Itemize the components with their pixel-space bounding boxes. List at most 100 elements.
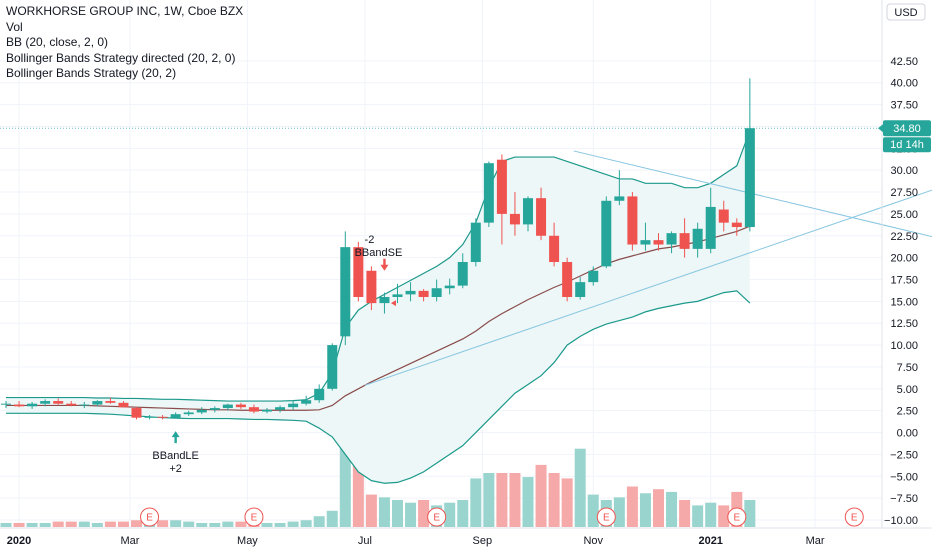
candle: [222, 403, 233, 411]
volume-bar: [339, 432, 351, 527]
candle: [1, 401, 11, 409]
signal-long-qty: +2: [169, 463, 182, 475]
volume-study-label[interactable]: Vol: [6, 19, 23, 34]
trendline: [573, 150, 932, 238]
bb-study-label[interactable]: BB (20, close, 2, 0): [6, 35, 109, 49]
price-tick-label: −2.50: [890, 449, 918, 461]
candle: [183, 410, 194, 416]
volume-bar: [157, 520, 169, 527]
volume-bar: [0, 522, 12, 527]
symbol-title[interactable]: WORKHORSE GROUP INC, 1W, Cboe BZX: [6, 4, 244, 18]
candle: [144, 415, 155, 420]
volume-bar: [196, 522, 208, 527]
currency-button[interactable]: USD: [886, 3, 926, 21]
volume-bar: [405, 502, 417, 527]
earnings-marker[interactable]: E: [427, 507, 447, 527]
candle: [418, 289, 429, 302]
candle: [392, 283, 403, 304]
earnings-marker[interactable]: E: [844, 507, 864, 527]
candle: [118, 401, 129, 408]
candle: [653, 233, 664, 251]
candle: [235, 402, 246, 409]
candle-body: [744, 128, 755, 228]
candle: [731, 218, 742, 236]
time-tick-label: Nov: [583, 535, 603, 547]
volume-bar: [222, 521, 234, 527]
price-tick-label: 30.00: [890, 165, 918, 177]
price-tick-label: 37.50: [890, 100, 918, 112]
earnings-label: E: [433, 513, 440, 524]
volume-bar: [26, 522, 38, 527]
candle: [262, 408, 272, 414]
price-tick-label: −5.00: [890, 471, 918, 483]
candle-body: [444, 285, 455, 289]
price-tick-label: 5.00: [897, 384, 918, 396]
price-tag-value: 34.80: [893, 123, 921, 135]
candle-body: [640, 240, 651, 245]
candle-body: [248, 407, 259, 412]
earnings-marker[interactable]: E: [244, 507, 264, 527]
candle-body: [262, 409, 272, 412]
price-tick-label: −7.50: [890, 493, 918, 505]
earnings-marker[interactable]: E: [596, 507, 616, 527]
earnings-marker[interactable]: E: [140, 507, 160, 527]
volume-bar: [653, 489, 664, 527]
candle: [640, 222, 651, 251]
candle: [366, 266, 377, 311]
bb-upper-line: [6, 130, 751, 402]
price-tick-label: 0.00: [897, 428, 918, 440]
time-tick-label: 2020: [7, 535, 31, 547]
price-tick-label: 2.50: [897, 406, 918, 418]
time-tick-label: Jul: [358, 535, 372, 547]
candle: [327, 343, 338, 391]
candle: [196, 407, 207, 415]
bb-strategy-label[interactable]: Bollinger Bands Strategy (20, 2): [6, 66, 177, 80]
earnings-marker[interactable]: E: [727, 507, 747, 527]
candle-body: [222, 404, 233, 409]
candle-body: [79, 404, 90, 406]
candle: [275, 405, 286, 413]
candle-body: [549, 235, 560, 263]
candle-body: [509, 213, 520, 225]
volume-bar: [718, 505, 730, 527]
bb-strategy-directed-label[interactable]: Bollinger Bands Strategy directed (20, 2…: [6, 50, 236, 65]
volume-bar: [52, 521, 64, 527]
candle-body: [523, 198, 533, 225]
candle-body: [392, 294, 403, 297]
volume-bar: [457, 500, 469, 527]
price-tick-label: 22.50: [890, 231, 918, 243]
candle-body: [457, 262, 468, 286]
candle: [457, 253, 468, 289]
candle: [314, 384, 325, 403]
bb-lower-line: [6, 290, 751, 484]
candle: [157, 415, 168, 420]
candle: [14, 401, 25, 408]
usd-button-label: USD: [894, 7, 917, 19]
candle-body: [327, 345, 338, 389]
volume-bar: [117, 521, 129, 527]
price-tick-label: 10.00: [890, 340, 918, 352]
volume-bar: [326, 510, 338, 527]
candle-body: [118, 402, 129, 408]
price-axis[interactable]: 42.5040.0037.5035.0032.5030.0027.5025.00…: [881, 0, 918, 528]
candle: [549, 222, 560, 267]
candle: [627, 192, 638, 251]
candle-body: [157, 416, 168, 418]
earnings-label: E: [251, 513, 258, 524]
trendlines[interactable]: [364, 150, 932, 386]
volume-bar: [39, 522, 51, 527]
price-tick-label: 42.50: [890, 56, 918, 68]
volume-bar: [261, 522, 273, 527]
candle-body: [379, 296, 390, 304]
price-tick-label: 15.00: [890, 296, 918, 308]
candle-body: [27, 403, 38, 407]
candle-body: [353, 247, 364, 297]
candle: [431, 279, 442, 302]
candle-body: [666, 233, 677, 245]
volume-bar: [561, 478, 573, 527]
time-axis[interactable]: 2020 Mar May Jul Sep Nov 2021 Mar: [0, 527, 932, 547]
